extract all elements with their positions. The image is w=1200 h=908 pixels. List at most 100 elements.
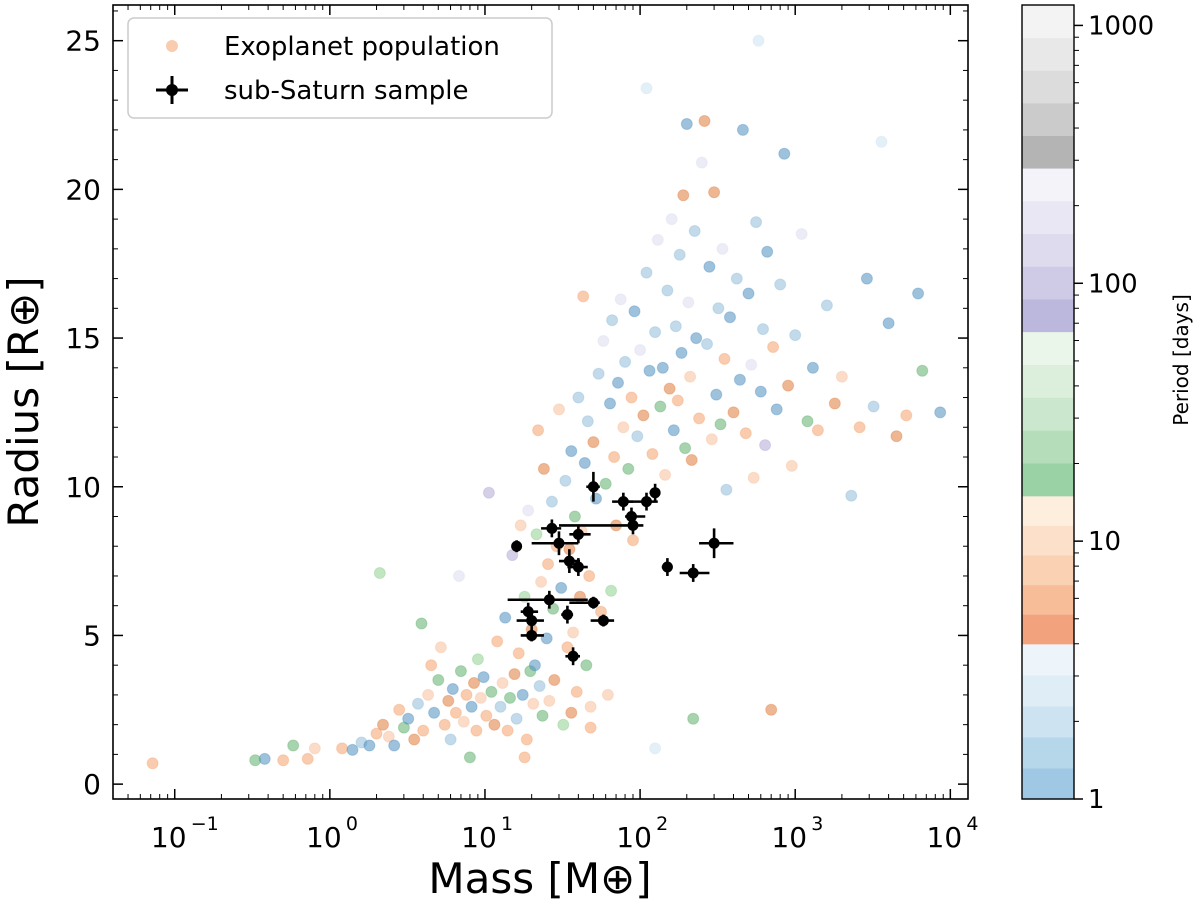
population-point-110 [612, 376, 624, 389]
sample-point-9 [649, 483, 661, 502]
population-point-155 [716, 242, 729, 255]
population-point-31 [446, 683, 459, 695]
population-point-123 [649, 326, 662, 339]
population-point-114 [622, 462, 635, 475]
population-point-117 [631, 430, 644, 443]
population-point-132 [669, 320, 682, 333]
population-point-152 [710, 388, 723, 401]
population-point-82 [557, 718, 570, 731]
population-point-144 [690, 332, 703, 345]
population-point-201 [605, 584, 618, 597]
population-point-159 [727, 406, 740, 419]
population-point-113 [619, 355, 632, 368]
population-point-78 [548, 674, 561, 686]
population-point-191 [867, 400, 880, 413]
population-point-154 [714, 418, 727, 431]
population-point-120 [640, 266, 653, 279]
colorbar-band-2-2 [1022, 397, 1074, 431]
population-point-138 [680, 118, 693, 130]
sample-point-21 [565, 647, 581, 666]
population-point-185 [820, 299, 833, 312]
population-point-142 [687, 712, 700, 725]
population-point-46 [485, 685, 498, 698]
population-point-111 [614, 293, 627, 306]
population-point-204 [518, 751, 531, 764]
colorbar-tick-label-3: 1000 [1088, 11, 1154, 41]
legend-sample-marker [156, 76, 188, 104]
colorbar-tick-label-2: 100 [1088, 269, 1138, 299]
population-point-71 [536, 709, 549, 722]
population-point-76 [545, 495, 558, 508]
population-point-115 [625, 391, 638, 404]
population-point-121 [643, 364, 656, 377]
legend: Exoplanet population sub-Saturn sample [127, 17, 553, 119]
population-point-20 [412, 697, 424, 710]
population-point-84 [561, 641, 574, 654]
population-point-164 [742, 287, 755, 300]
legend-sample-label: sub-Saturn sample [224, 76, 469, 106]
population-point-112 [617, 421, 630, 434]
population-point-166 [747, 471, 760, 484]
population-point-135 [675, 346, 688, 359]
y-axis-label: Radius [R⊕] [0, 276, 48, 527]
colorbar-tick-label-0: 1 [1088, 785, 1105, 815]
population-point-55 [508, 668, 521, 681]
sample-point-0 [511, 540, 523, 553]
population-point-74 [542, 558, 554, 571]
x-tick-exponent-3: 2 [656, 813, 668, 835]
population-point-37 [463, 751, 476, 764]
colorbar-band-0-4 [1022, 643, 1074, 676]
population-point-189 [853, 421, 866, 434]
population-point-165 [745, 358, 758, 371]
population-point-190 [860, 272, 873, 285]
colorbar-band-1-3 [1022, 525, 1074, 556]
population-point-143 [688, 225, 701, 237]
population-point-51 [499, 611, 512, 624]
population-point-124 [651, 233, 664, 246]
sample-point-20 [590, 614, 615, 627]
population-point-188 [845, 489, 858, 502]
population-point-193 [882, 317, 895, 330]
population-point-8 [346, 743, 359, 756]
population-point-43 [477, 671, 490, 684]
population-point-45 [482, 486, 495, 499]
x-tick-label-1: 10 [306, 821, 342, 854]
colorbar-band-3-3 [1022, 200, 1074, 234]
sample-point-13 [679, 564, 710, 582]
population-point-98 [584, 700, 597, 713]
population-point-83 [559, 474, 572, 487]
colorbar-band-0-1 [1022, 736, 1074, 769]
population-point-44 [480, 709, 493, 722]
population-point-41 [471, 653, 484, 666]
population-point-27 [434, 641, 447, 654]
plot-frame [112, 4, 969, 800]
population-point-162 [736, 123, 749, 136]
colorbar-band-4-0 [1022, 135, 1074, 169]
population-point-40 [470, 724, 483, 737]
colorbar-band-3-2 [1022, 233, 1074, 267]
population-point-104 [599, 477, 612, 490]
population-point-160 [730, 272, 743, 285]
colorbar: 1 10 100 1000 Period [days] [1021, 4, 1193, 815]
sample-point-3 [569, 525, 591, 544]
population-point-96 [581, 415, 594, 428]
colorbar-band-4-2 [1022, 70, 1074, 104]
population-point-39 [468, 677, 480, 689]
sample-point-19 [561, 605, 574, 624]
population-point-25 [428, 706, 441, 719]
population-point-177 [778, 147, 791, 160]
population-point-50 [496, 677, 509, 689]
population-point-163 [739, 427, 752, 440]
population-point-19 [408, 733, 421, 746]
population-point-140 [684, 370, 697, 383]
population-point-180 [789, 329, 802, 342]
population-point-47 [488, 718, 501, 731]
legend-population-marker [166, 40, 178, 52]
population-point-196 [912, 287, 925, 300]
population-point-93 [577, 290, 590, 303]
population-point-184 [811, 424, 824, 437]
population-point-173 [765, 703, 778, 716]
population-point-156 [718, 352, 731, 365]
